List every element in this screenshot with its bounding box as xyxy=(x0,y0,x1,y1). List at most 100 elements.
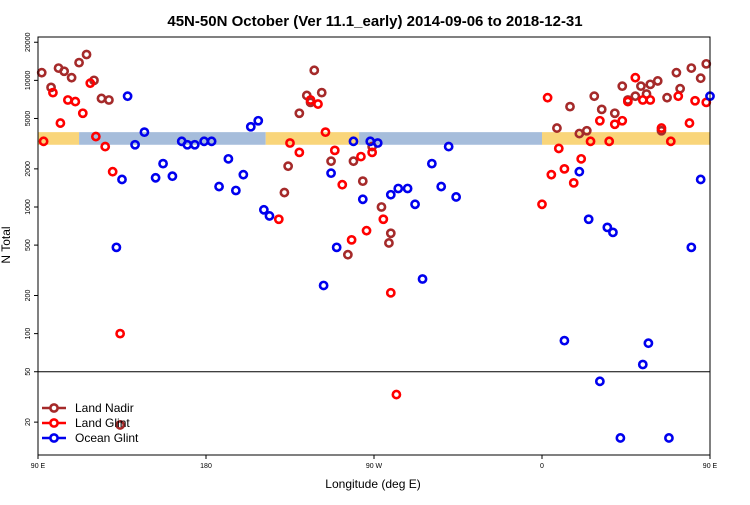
ocean-glint-point xyxy=(230,185,241,196)
ocean-glint-point xyxy=(608,227,618,238)
ocean-glint-point xyxy=(258,204,269,215)
ocean-glint-point xyxy=(559,335,570,346)
land-glint-point xyxy=(665,136,676,147)
land-nadir-point xyxy=(279,187,290,198)
land-glint-point xyxy=(77,108,88,119)
land-glint-point xyxy=(320,127,331,138)
ocean-glint-point xyxy=(451,192,462,202)
ocean-glint-point xyxy=(594,376,605,387)
land-nadir-point xyxy=(357,176,368,187)
land-nadir-point xyxy=(316,87,327,98)
ocean-glint-point xyxy=(214,181,224,192)
land-nadir-point xyxy=(662,92,672,103)
y-tick-label: 20 xyxy=(25,418,32,426)
land-nadir-legend-label: Land Nadir xyxy=(75,401,134,415)
land-glint-legend-label: Land Glint xyxy=(75,416,130,430)
land-nadir-point xyxy=(695,73,706,84)
x-axis: 90 E 180 90 W 0 90 E xyxy=(31,455,718,470)
land-glint-point xyxy=(329,145,340,156)
land-nadir-point xyxy=(342,249,353,260)
land-glint-point xyxy=(604,136,615,147)
land-nadir-point xyxy=(609,108,620,119)
band-segment xyxy=(542,132,710,145)
y-axis: 20 50 100 200 500 1000 2000 5000 10000 20000 xyxy=(25,32,38,426)
land-nadir-point xyxy=(376,202,387,212)
x-tick-label: 90 W xyxy=(366,463,383,470)
land-glint-point xyxy=(542,92,553,103)
x-tick-label: 90 E xyxy=(31,463,46,470)
land-glint-point xyxy=(576,153,587,164)
ocean-glint-point xyxy=(402,183,413,194)
land-glint-point xyxy=(594,115,605,126)
land-nadir-point xyxy=(59,66,70,77)
ocean-glint-point xyxy=(264,211,275,221)
ocean-glint-point xyxy=(189,139,200,150)
y-tick-label: 1000 xyxy=(25,199,32,215)
band-segment xyxy=(265,132,360,145)
ocean-glint-point xyxy=(357,194,368,205)
land-glint-point xyxy=(48,87,58,98)
land-nadir-point xyxy=(565,101,575,112)
y-tick-label: 50 xyxy=(25,368,32,376)
land-nadir-point xyxy=(283,161,294,172)
ocean-glint-point xyxy=(253,115,264,126)
land-glint-point xyxy=(673,91,684,102)
land-nadir-point xyxy=(701,58,712,69)
ocean-glint-point xyxy=(436,181,447,192)
land-glint-point xyxy=(537,199,547,210)
land-glint-point xyxy=(70,96,81,107)
ocean-glint-point xyxy=(331,242,342,253)
ocean-glint-legend-label: Ocean Glint xyxy=(75,431,139,445)
ocean-glint-point xyxy=(111,242,122,253)
ocean-glint-point xyxy=(417,274,428,284)
land-nadir-point xyxy=(36,67,47,78)
land-nadir-point xyxy=(636,81,646,92)
land-glint-point xyxy=(337,179,348,190)
band-segment xyxy=(79,132,266,145)
land-glint-point xyxy=(385,287,396,298)
land-nadir-point xyxy=(74,57,84,68)
ocean-glint-point xyxy=(426,158,437,169)
y-tick-label: 200 xyxy=(25,290,32,302)
x-axis-label: Longitude (deg E) xyxy=(325,477,420,491)
land-glint-point xyxy=(285,138,295,148)
land-glint-point xyxy=(609,119,620,130)
land-nadir-point xyxy=(385,228,396,239)
land-nadir-point xyxy=(652,76,663,86)
ocean-glint-point xyxy=(348,136,359,147)
ocean-glint-point xyxy=(245,121,256,132)
ocean-glint-point xyxy=(695,174,706,185)
land-glint-point xyxy=(100,141,111,152)
ocean-glint-point xyxy=(223,153,234,164)
ocean-glint-legend-marker xyxy=(49,433,59,443)
land-glint-point xyxy=(90,131,101,142)
land-nadir-point xyxy=(66,72,77,83)
plot-frame xyxy=(37,36,711,456)
x-tick-label: 90 E xyxy=(703,463,718,470)
ocean-glint-point xyxy=(574,166,585,177)
land-glint-point xyxy=(656,123,667,133)
ocean-glint-point xyxy=(410,199,420,210)
land-nadir-point xyxy=(96,93,107,104)
ocean-glint-point xyxy=(443,141,454,152)
land-glint-point xyxy=(391,389,402,400)
y-tick-label: 2000 xyxy=(25,161,32,177)
y-tick-label: 10000 xyxy=(25,71,32,91)
ocean-glint-point xyxy=(158,158,168,169)
land-nadir-point xyxy=(115,420,126,430)
land-nadir-point xyxy=(552,123,562,133)
land-glint-point xyxy=(378,214,389,225)
land-glint-point xyxy=(553,143,564,154)
land-nadir-legend-marker xyxy=(49,403,59,413)
ocean-glint-point xyxy=(130,139,140,150)
ocean-glint-point xyxy=(615,433,626,443)
ocean-glint-point xyxy=(583,214,594,225)
land-glint-point xyxy=(361,225,372,236)
land-glint-point xyxy=(55,118,66,128)
land-glint-point xyxy=(690,95,700,106)
land-glint-point xyxy=(684,118,695,128)
land-nadir-point xyxy=(348,156,359,167)
land-nadir-point xyxy=(686,63,697,73)
